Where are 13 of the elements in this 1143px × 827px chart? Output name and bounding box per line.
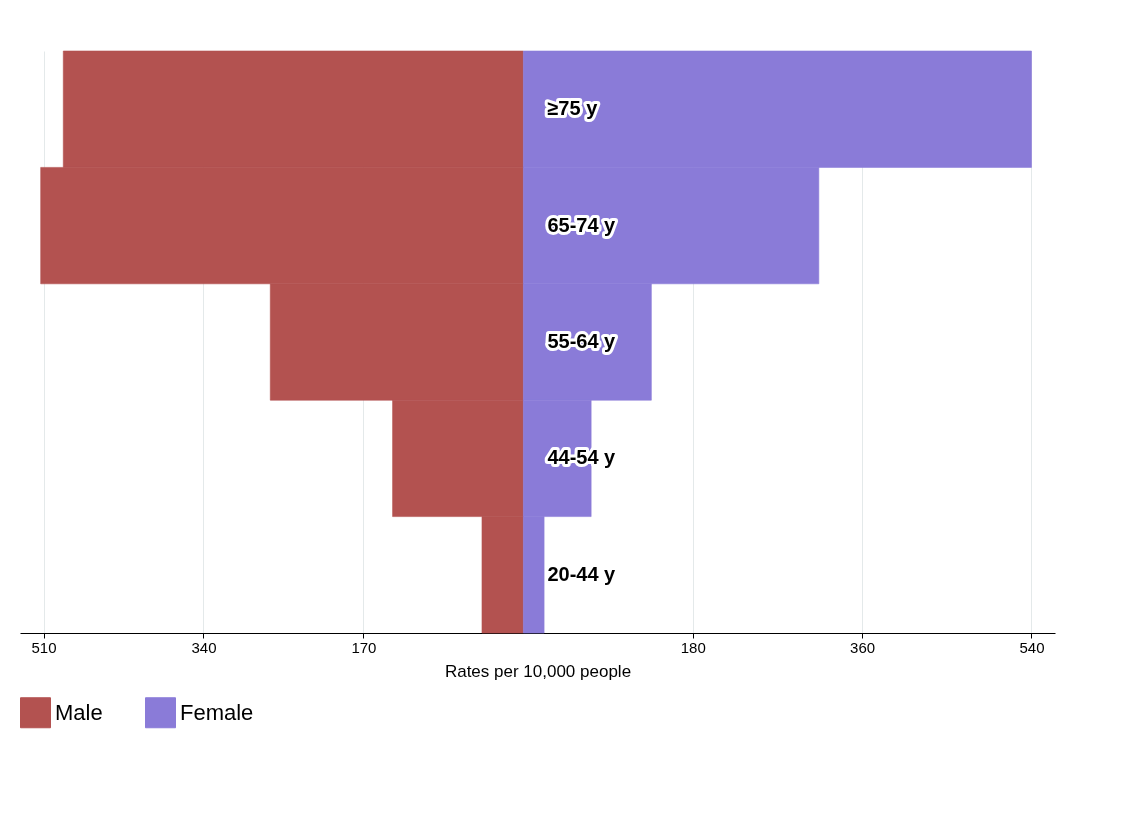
x-tick-label: 340 — [191, 638, 217, 656]
x-axis-title: Rates per 10,000 people — [444, 661, 632, 681]
legend-label: Female — [180, 699, 254, 725]
y-tick-label: 65-74 y — [547, 213, 617, 236]
y-tick-label: ≥75 y — [547, 97, 599, 120]
x-tick-label: 540 — [1019, 638, 1045, 656]
y-tick-label: 55-64 y — [547, 330, 617, 352]
y-tick-label: 20-44 y — [547, 562, 617, 585]
x-tick-label: 180 — [680, 638, 706, 656]
x-tick-label: 360 — [850, 638, 876, 656]
x-tick-label: 510 — [31, 638, 57, 656]
x-tick-label: 170 — [351, 638, 377, 656]
legend-label: Male — [55, 699, 103, 725]
